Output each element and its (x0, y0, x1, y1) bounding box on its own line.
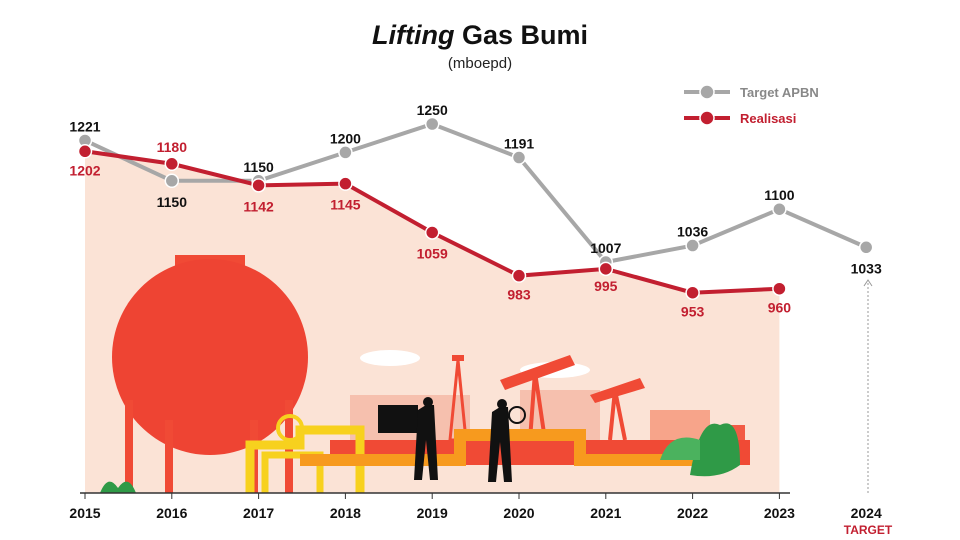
legend-label-target: Target APBN (740, 85, 819, 100)
legend-label-realisasi: Realisasi (740, 111, 796, 126)
realisasi-data-label: 1142 (243, 198, 274, 214)
target-data-label: 1150 (157, 194, 188, 210)
legend: Target APBN Realisasi (684, 84, 819, 126)
realisasi-data-label: 1059 (417, 245, 448, 261)
realisasi-point (164, 156, 180, 172)
x-tick-label: 2017 (243, 505, 274, 521)
realisasi-point (772, 281, 787, 296)
legend-marker-realisasi (699, 110, 715, 126)
chart-subtitle: (mboepd) (447, 55, 513, 72)
x-tick-label: 2018 (330, 505, 361, 521)
x-tick-label: 2019 (417, 505, 448, 521)
x-tick-label: 2022 (677, 505, 708, 521)
x-tick-label: 2024 (851, 505, 882, 521)
target-note: TARGET (844, 523, 893, 537)
target-data-label: 1200 (330, 130, 361, 146)
target-point (338, 145, 353, 160)
target-data-label: 1036 (677, 224, 708, 240)
target-point (424, 116, 440, 132)
x-tick-label: 2023 (764, 505, 795, 521)
target-data-label: 1150 (243, 159, 274, 175)
x-tick-label: 2021 (590, 505, 621, 521)
chart-title: Lifting Gas Bumi (0, 20, 960, 50)
realisasi-data-label: 995 (594, 278, 618, 294)
target-data-label: 1033 (851, 260, 882, 276)
gas-industry-illustration (100, 255, 750, 493)
x-tick-label: 2016 (156, 505, 187, 521)
realisasi-point (338, 176, 353, 191)
x-tick-label: 2015 (69, 505, 100, 521)
realisasi-data-label: 953 (681, 304, 705, 320)
realisasi-data-label: 960 (768, 300, 792, 316)
target-point (164, 173, 180, 189)
title-italic: Lifting (371, 20, 455, 50)
realisasi-point (598, 261, 614, 277)
realisasi-point (424, 225, 440, 240)
target-point (685, 238, 700, 253)
realisasi-data-label: 1202 (69, 162, 100, 178)
target-data-label: 1191 (504, 136, 535, 152)
realisasi-point (77, 144, 93, 159)
target-arrow-head (863, 279, 873, 287)
target-point (772, 201, 787, 217)
target-data-label: 1007 (590, 240, 621, 256)
legend-marker-target (699, 84, 715, 100)
title-rest: Gas Bumi (461, 20, 589, 50)
target-point (511, 150, 527, 165)
realisasi-data-label: 983 (507, 287, 531, 303)
x-tick-label: 2020 (503, 505, 534, 521)
realisasi-point (685, 285, 700, 300)
target-data-label: 1100 (764, 187, 795, 203)
realisasi-data-label: 1180 (157, 139, 188, 155)
realisasi-data-label: 1145 (330, 197, 361, 213)
series-line-target (84, 121, 868, 265)
realisasi-point (511, 268, 527, 283)
target-point (858, 240, 874, 255)
target-data-label: 1250 (417, 102, 448, 118)
target-data-label: 1221 (69, 118, 100, 134)
realisasi-point (251, 178, 266, 193)
